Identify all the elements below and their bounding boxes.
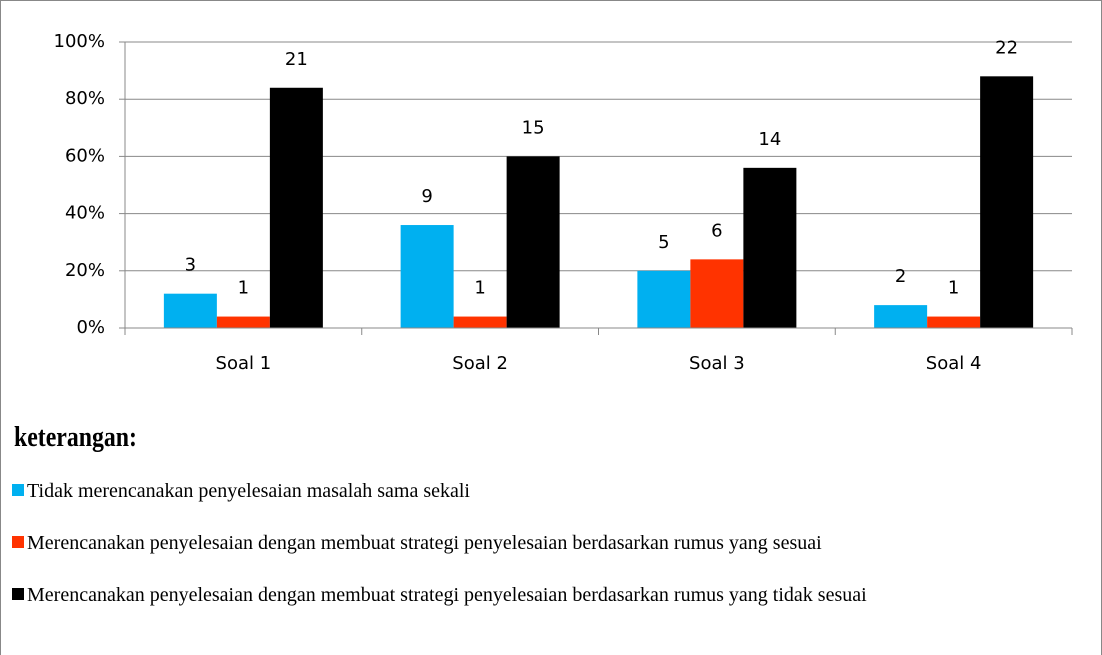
data-label: 14	[758, 129, 781, 150]
legend-swatch	[12, 588, 24, 600]
y-tick-label: 60%	[65, 145, 105, 166]
legend-title: keterangan:	[14, 422, 137, 453]
bar	[506, 156, 560, 328]
bar	[980, 76, 1034, 328]
data-label: 3	[185, 255, 196, 276]
data-label: 2	[895, 266, 906, 287]
bar	[743, 167, 797, 328]
bar	[216, 316, 270, 328]
legend-entry: Tidak merencanakan penyelesaian masalah …	[12, 478, 1097, 504]
x-tick-label: Soal 3	[689, 353, 745, 374]
data-label: 22	[995, 37, 1018, 58]
bar	[927, 316, 981, 328]
data-label: 6	[711, 220, 722, 241]
legend-entry: Merencanakan penyelesaian dengan membuat…	[12, 530, 1097, 556]
data-label: 21	[285, 49, 308, 70]
legend-label: Tidak merencanakan penyelesaian masalah …	[27, 480, 470, 502]
data-label: 15	[522, 117, 545, 138]
y-tick-label: 0%	[76, 317, 105, 338]
data-label: 9	[421, 186, 432, 207]
legend-label: Merencanakan penyelesaian dengan membuat…	[27, 584, 867, 606]
y-tick-label: 40%	[65, 203, 105, 224]
bar	[637, 270, 691, 328]
bar	[163, 293, 217, 328]
data-label: 1	[238, 278, 249, 299]
legend-swatch	[12, 536, 24, 548]
x-tick-label: Soal 1	[216, 353, 272, 374]
x-tick-label: Soal 2	[452, 353, 508, 374]
y-tick-label: 100%	[54, 31, 105, 52]
bar	[400, 225, 454, 328]
bar	[453, 316, 507, 328]
y-tick-label: 20%	[65, 260, 105, 281]
legend-swatch	[12, 484, 24, 496]
bar	[269, 87, 323, 328]
data-label: 5	[658, 232, 669, 253]
y-tick-label: 80%	[65, 88, 105, 109]
data-label: 1	[948, 278, 959, 299]
data-label: 1	[474, 278, 485, 299]
x-tick-label: Soal 4	[926, 353, 982, 374]
bar	[690, 259, 744, 328]
legend-entry: Merencanakan penyelesaian dengan membuat…	[12, 582, 1097, 608]
legend-label: Merencanakan penyelesaian dengan membuat…	[27, 532, 822, 554]
bar	[874, 305, 928, 328]
